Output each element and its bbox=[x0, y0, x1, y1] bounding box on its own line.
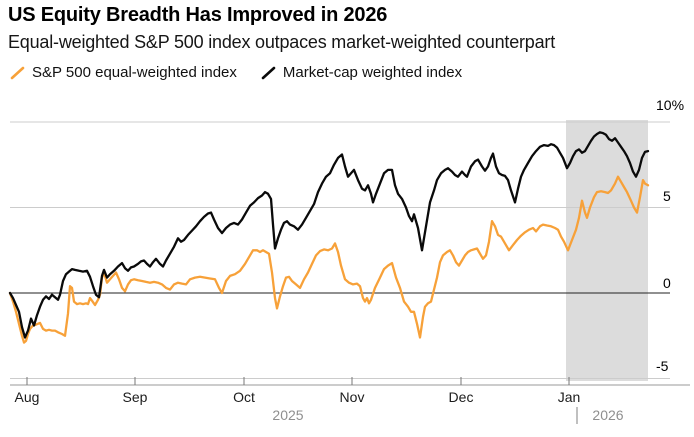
series-line-s-p-500-equal-weighted-index bbox=[8, 175, 650, 344]
x-axis-label-dec: Dec bbox=[448, 389, 474, 405]
y-axis-label-10: 10% bbox=[656, 97, 685, 113]
legend-item-market-cap: Market-cap weighted index bbox=[261, 64, 462, 81]
x-axis-label-jan: Jan bbox=[557, 389, 581, 405]
orange-slash-icon bbox=[10, 66, 25, 79]
y-axis-label-5: 5 bbox=[663, 188, 671, 204]
y-axis-label--5: -5 bbox=[656, 358, 669, 374]
legend-item-equal-weighted: S&P 500 equal-weighted index bbox=[10, 64, 237, 81]
x-axis-label-oct: Oct bbox=[233, 389, 255, 405]
y-axis-label-0: 0 bbox=[663, 275, 671, 291]
legend-label-equal-weighted: S&P 500 equal-weighted index bbox=[32, 64, 237, 81]
year-label-2026: 2026 bbox=[592, 407, 624, 423]
x-axis-label-aug: Aug bbox=[14, 389, 40, 405]
series-line-market-cap-weighted-index bbox=[8, 131, 650, 339]
page-title: US Equity Breadth Has Improved in 2026 bbox=[8, 4, 388, 26]
legend: S&P 500 equal-weighted index Market-cap … bbox=[10, 64, 462, 81]
year-label-2025: 2025 bbox=[272, 407, 304, 423]
x-axis-label-sep: Sep bbox=[122, 389, 148, 405]
highlight-region-2026 bbox=[566, 120, 648, 381]
chart-subtitle: Equal-weighted S&P 500 index outpaces ma… bbox=[8, 32, 556, 52]
black-slash-icon bbox=[261, 66, 276, 79]
x-axis-label-nov: Nov bbox=[339, 389, 365, 405]
legend-label-market-cap: Market-cap weighted index bbox=[282, 64, 463, 81]
